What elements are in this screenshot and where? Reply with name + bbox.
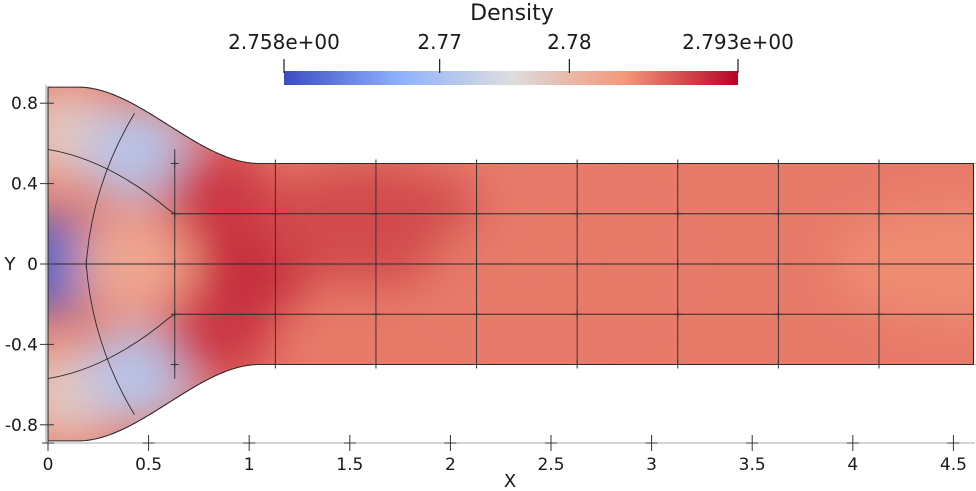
mesh-node: [874, 310, 883, 319]
mesh-node: [271, 310, 280, 319]
x-tick-label: 0: [43, 455, 54, 475]
mesh-node: [774, 159, 783, 168]
domain-boundary: [47, 86, 975, 442]
y-axis-label: Y: [4, 254, 17, 275]
mesh-node: [472, 260, 481, 268]
mesh-node: [573, 209, 582, 218]
x-tick-label: 1.5: [336, 455, 363, 475]
x-tick-label: 3: [646, 455, 657, 475]
mesh-node: [774, 209, 783, 218]
mesh-node: [82, 260, 91, 268]
y-tick-label: 0.4: [11, 175, 38, 195]
mesh-node: [673, 310, 682, 319]
mesh-node: [170, 260, 179, 268]
mesh-node: [874, 360, 883, 369]
mesh-node: [874, 260, 883, 268]
mesh-node: [673, 209, 682, 218]
mesh-node: [472, 159, 481, 168]
mesh-node: [472, 360, 481, 369]
mesh-node: [371, 360, 380, 369]
mesh-node: [573, 310, 582, 319]
x-axis-label: X: [504, 471, 516, 491]
mesh-node: [774, 360, 783, 369]
mesh-node: [371, 310, 380, 319]
mesh-node: [371, 260, 380, 268]
colorbar-gradient: [284, 71, 738, 85]
mesh-node: [874, 209, 883, 218]
mesh-node: [170, 159, 179, 168]
colorbar-tick-label: 2.793e+00: [682, 30, 794, 54]
mesh-node: [673, 159, 682, 168]
colorbar: Density 2.758e+00 2.77 2.78 2.793e+00: [228, 1, 794, 85]
x-tick-label: 2.5: [537, 455, 564, 475]
mesh-node: [573, 260, 582, 268]
y-tick-label: 0: [27, 255, 38, 275]
mesh-node: [673, 260, 682, 268]
mesh-node: [170, 209, 179, 218]
y-tick-label: -0.4: [5, 335, 38, 355]
colorbar-title: Density: [470, 1, 554, 26]
x-tick-label: 4: [847, 455, 858, 475]
mesh-node: [271, 209, 280, 218]
mesh-line: [47, 313, 176, 380]
mesh-node: [573, 360, 582, 369]
colorbar-tick-label: 2.77: [417, 30, 462, 54]
colorbar-tick-label: 2.78: [547, 30, 592, 54]
x-tick-label: 2: [445, 455, 456, 475]
mesh-node: [673, 360, 682, 369]
mesh-line: [47, 148, 176, 215]
y-tick-label: 0.8: [11, 94, 38, 114]
mesh-node: [874, 159, 883, 168]
mesh-node: [472, 310, 481, 319]
mesh-nodes: [82, 159, 976, 369]
axes: X Y 0 0.5 1 1.5 2 2.5 3 3.5 4 4.5 0.8 0.4 0 -0.4 -0.8: [4, 85, 975, 491]
mesh-node: [170, 360, 179, 369]
mesh-node: [472, 209, 481, 218]
x-tick-label: 1: [244, 455, 255, 475]
mesh-node: [271, 159, 280, 168]
mesh-node: [371, 209, 380, 218]
mesh-node: [371, 159, 380, 168]
mesh-node: [573, 159, 582, 168]
field-sample: [249, 163, 490, 284]
y-tick-label: -0.8: [5, 416, 38, 436]
field-sample: [83, 105, 194, 202]
x-tick-label: 0.5: [135, 455, 162, 475]
field-sample: [83, 326, 194, 423]
x-tick-label: 4.5: [940, 455, 967, 475]
colorbar-tick-label: 2.758e+00: [228, 30, 340, 54]
mesh-node: [774, 310, 783, 319]
mesh-node: [271, 360, 280, 369]
mesh-node: [774, 260, 783, 268]
mesh-node: [170, 310, 179, 319]
mesh-node: [271, 260, 280, 268]
x-tick-label: 3.5: [739, 455, 766, 475]
